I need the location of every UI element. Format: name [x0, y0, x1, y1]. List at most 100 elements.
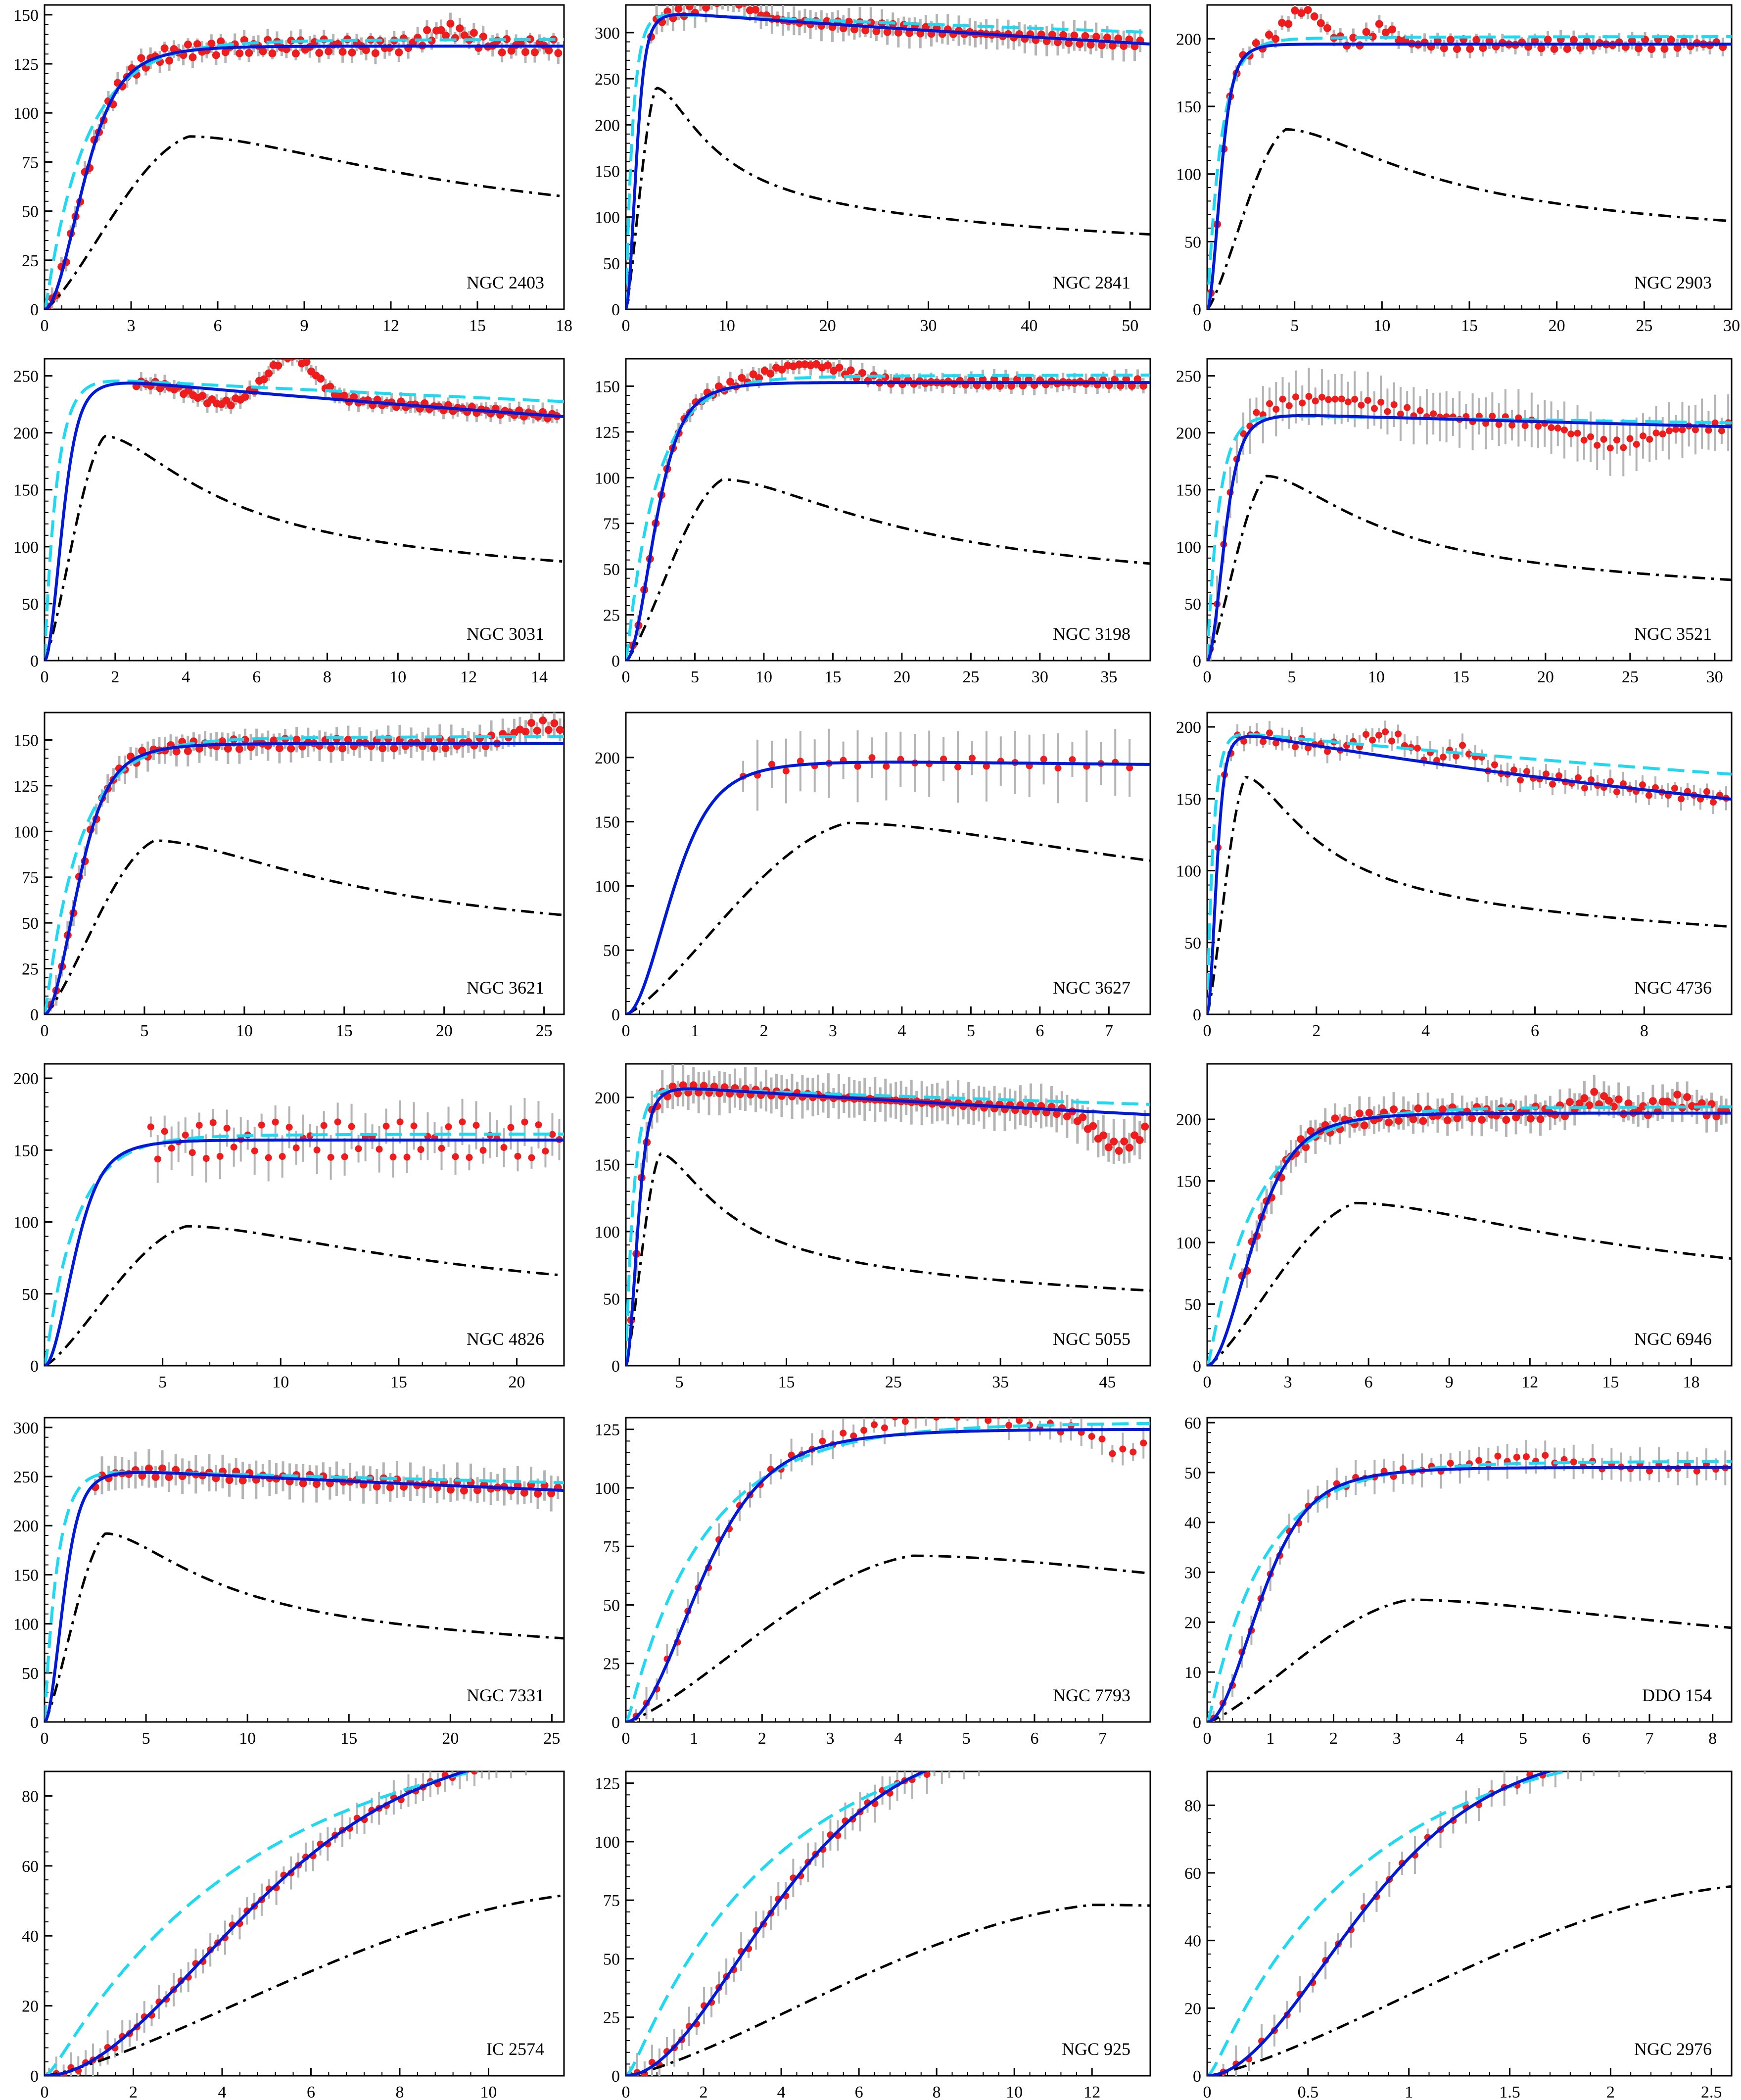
plot-area [626, 1731, 1150, 2076]
x-tick-label: 5 [1290, 317, 1299, 335]
data-point [259, 47, 267, 55]
y-tick-label: 50 [1184, 1464, 1201, 1482]
data-point [227, 401, 235, 410]
data-point [1709, 799, 1717, 806]
data-point [1603, 1755, 1610, 1762]
plot-area [1207, 1075, 1732, 1366]
data-point [1360, 1121, 1368, 1130]
axes-frame [44, 712, 565, 1015]
y-tick-label: 60 [22, 1858, 39, 1876]
data-point [507, 1124, 515, 1131]
y-tick-label: 25 [603, 607, 620, 625]
data-point [872, 27, 881, 36]
data-point [998, 1746, 1005, 1753]
panel-ngc-7793: 0 1 2 3 4 5 6 7 0 25 50 75 100 125 NGC 7793 [595, 1417, 1151, 1748]
y-tick-label: 50 [1184, 233, 1201, 251]
panel-ic-2574: 0 2 4 6 8 10 0 20 40 60 80 IC 2574 [22, 1751, 565, 2100]
y-tick-label: 50 [22, 1665, 39, 1683]
data-point [1693, 1468, 1700, 1475]
data-point [315, 48, 324, 57]
x-tick-label: 6 [1030, 1729, 1038, 1748]
data-point [147, 1123, 154, 1131]
fit-dashed-curve [45, 38, 564, 309]
data-point [1057, 1731, 1064, 1738]
x-tick-label: 30 [1032, 668, 1048, 686]
y-tick-label: 0 [612, 1357, 620, 1376]
fit-solid-curve [626, 1087, 1150, 1366]
data-point [327, 744, 335, 753]
data-point [1472, 36, 1481, 44]
data-point [417, 1146, 424, 1153]
data-point [1542, 1452, 1549, 1459]
data-point [459, 1118, 466, 1126]
data-point [1364, 397, 1371, 404]
x-tick-label: 15 [1453, 668, 1469, 686]
fit-dashed-curve [1207, 733, 1732, 1014]
data-point [1099, 1131, 1108, 1140]
y-tick-label: 150 [1176, 790, 1201, 809]
data-point [514, 1152, 521, 1160]
data-point [549, 1131, 556, 1138]
data-point [285, 1124, 293, 1131]
baryonic-curve [45, 135, 564, 309]
y-tick-label: 0 [612, 301, 620, 319]
data-point [1252, 39, 1260, 48]
data-point [990, 1746, 997, 1753]
data-point [1103, 33, 1111, 42]
x-tick-label: 0 [1203, 317, 1212, 335]
x-tick-label: 7 [1105, 1022, 1113, 1040]
x-tick-label: 15 [1461, 317, 1478, 335]
data-point [1285, 402, 1293, 409]
data-point [679, 1081, 687, 1090]
galaxy-label: NGC 4826 [467, 1329, 544, 1349]
x-tick-label: 35 [1100, 668, 1117, 686]
y-tick-label: 50 [603, 1950, 620, 1968]
x-tick-label: 20 [1537, 668, 1554, 686]
data-point [1580, 436, 1588, 444]
y-tick-label: 0 [30, 2067, 39, 2086]
x-tick-label: 10 [389, 668, 406, 686]
data-point [1292, 743, 1299, 751]
data-point [850, 1432, 857, 1439]
data-point [1479, 44, 1487, 52]
data-point [1613, 436, 1621, 444]
x-tick-label: 14 [531, 668, 548, 686]
data-point [430, 744, 438, 753]
x-tick-label: 15 [340, 1729, 357, 1748]
y-tick-label: 250 [13, 368, 39, 386]
fit-solid-curve [45, 45, 564, 309]
data-point [537, 1751, 544, 1758]
data-point [868, 754, 876, 762]
y-tick-label: 40 [22, 1927, 39, 1946]
baryonic-curve [626, 478, 1150, 661]
x-tick-label: 0 [41, 668, 49, 686]
data-point [1633, 440, 1640, 448]
data-point [144, 1464, 153, 1473]
x-tick-label: 10 [236, 1022, 253, 1040]
fit-dashed-curve [45, 380, 564, 661]
galaxy-label: NGC 7793 [1053, 1685, 1130, 1705]
data-point [258, 1121, 265, 1129]
data-point [1005, 1422, 1013, 1429]
x-tick-label: 8 [1708, 1729, 1717, 1748]
data-point [913, 1418, 919, 1419]
x-tick-label: 1 [690, 1729, 698, 1748]
galaxy-label: NGC 2403 [467, 273, 544, 292]
data-point [508, 1758, 515, 1765]
fit-solid-curve [45, 1771, 471, 2076]
plot-area [1207, 720, 1732, 1014]
data-point [730, 0, 738, 1]
data-point [1606, 778, 1614, 785]
x-tick-label: 0 [622, 1729, 630, 1748]
data-point [556, 725, 564, 734]
data-point [1079, 1113, 1087, 1122]
data-point [275, 744, 283, 753]
data-point [1554, 425, 1561, 432]
data-point [279, 1153, 286, 1160]
data-point [871, 1421, 878, 1429]
panel-ngc-3031: 0 2 4 6 8 10 12 14 0 50 100 150 200 250 NGC 3031 [13, 358, 565, 686]
data-point [510, 728, 518, 737]
data-point [515, 1752, 522, 1759]
data-point [1718, 1743, 1725, 1750]
